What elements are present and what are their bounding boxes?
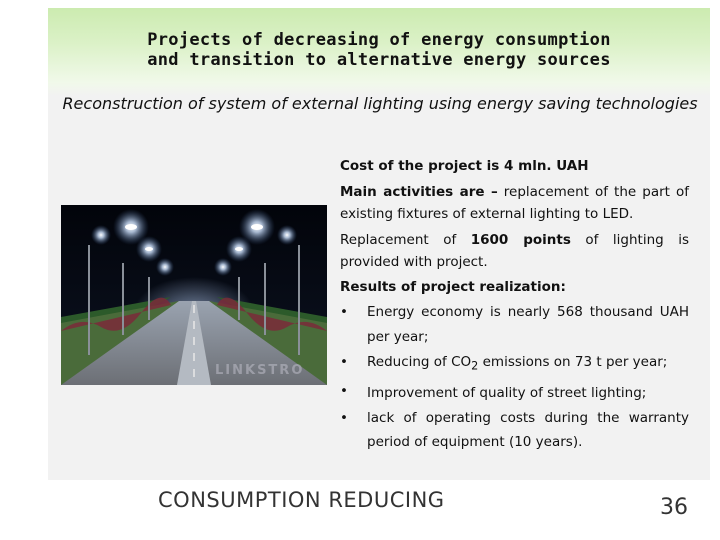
replacement-post: of lighting is provided with project.: [340, 231, 689, 270]
bullet-operating-costs: lack of operating costs during the warra…: [367, 410, 689, 451]
bullet-energy-economy: Energy economy is nearly 568 thousand UA…: [367, 304, 689, 345]
list-item: • Improvement of quality of street lighti…: [340, 379, 689, 407]
bullet-marker: •: [340, 410, 348, 427]
street-lighting-photo: LINKSTRO: [61, 205, 327, 385]
activities-label: Main activities are –: [340, 183, 498, 200]
bullet-street-lighting: Improvement of quality of street lightin…: [367, 384, 647, 401]
replacement-info: Replacement of 1600 points of lighting i…: [340, 225, 689, 273]
list-item: • Energy economy is nearly 568 thousand U…: [340, 300, 689, 350]
title-line-2: and transition to alternative energy sou…: [147, 50, 611, 70]
replacement-pre: Replacement of: [340, 231, 471, 248]
results-heading: Results of project realization:: [340, 273, 689, 301]
list-item: • lack of operating costs during the warr…: [340, 406, 689, 454]
bullet-marker: •: [340, 382, 348, 399]
bullet-co2-rest: emissions on 73 t per year;: [478, 354, 668, 370]
co2-subscript: 2: [471, 359, 479, 373]
bullet-co2-prefix: Reducing of CO: [367, 354, 472, 370]
page-number: 36: [660, 495, 688, 520]
bullet-marker: •: [340, 354, 348, 370]
replacement-count: 1600 points: [470, 231, 571, 248]
title-line-1: Projects of decreasing of energy consump…: [147, 30, 611, 50]
results-label: Results of project realization:: [340, 278, 566, 295]
main-activities: Main activities are – replacement of the…: [340, 180, 689, 225]
bullet-marker: •: [340, 304, 348, 320]
project-cost: Cost of the project is 4 mln. UAH: [340, 154, 689, 180]
results-list: • Energy economy is nearly 568 thousand U…: [340, 300, 689, 454]
street-lighting-illustration: [61, 205, 327, 385]
slide-subtitle: Reconstruction of system of external lig…: [62, 94, 698, 113]
project-description: Cost of the project is 4 mln. UAH Main a…: [340, 154, 689, 454]
photo-watermark: LINKSTRO: [215, 363, 305, 378]
footer-label: CONSUMPTION REDUCING: [158, 488, 445, 512]
cost-text: Cost of the project is 4 mln. UAH: [340, 158, 589, 174]
title-band: [48, 8, 710, 96]
slide-title: Projects of decreasing of energy consump…: [48, 30, 710, 70]
activities-text: replacement of the part of existing fixt…: [340, 183, 689, 222]
list-item: • Reducing of CO2 emissions on 73 t per y…: [340, 350, 689, 379]
